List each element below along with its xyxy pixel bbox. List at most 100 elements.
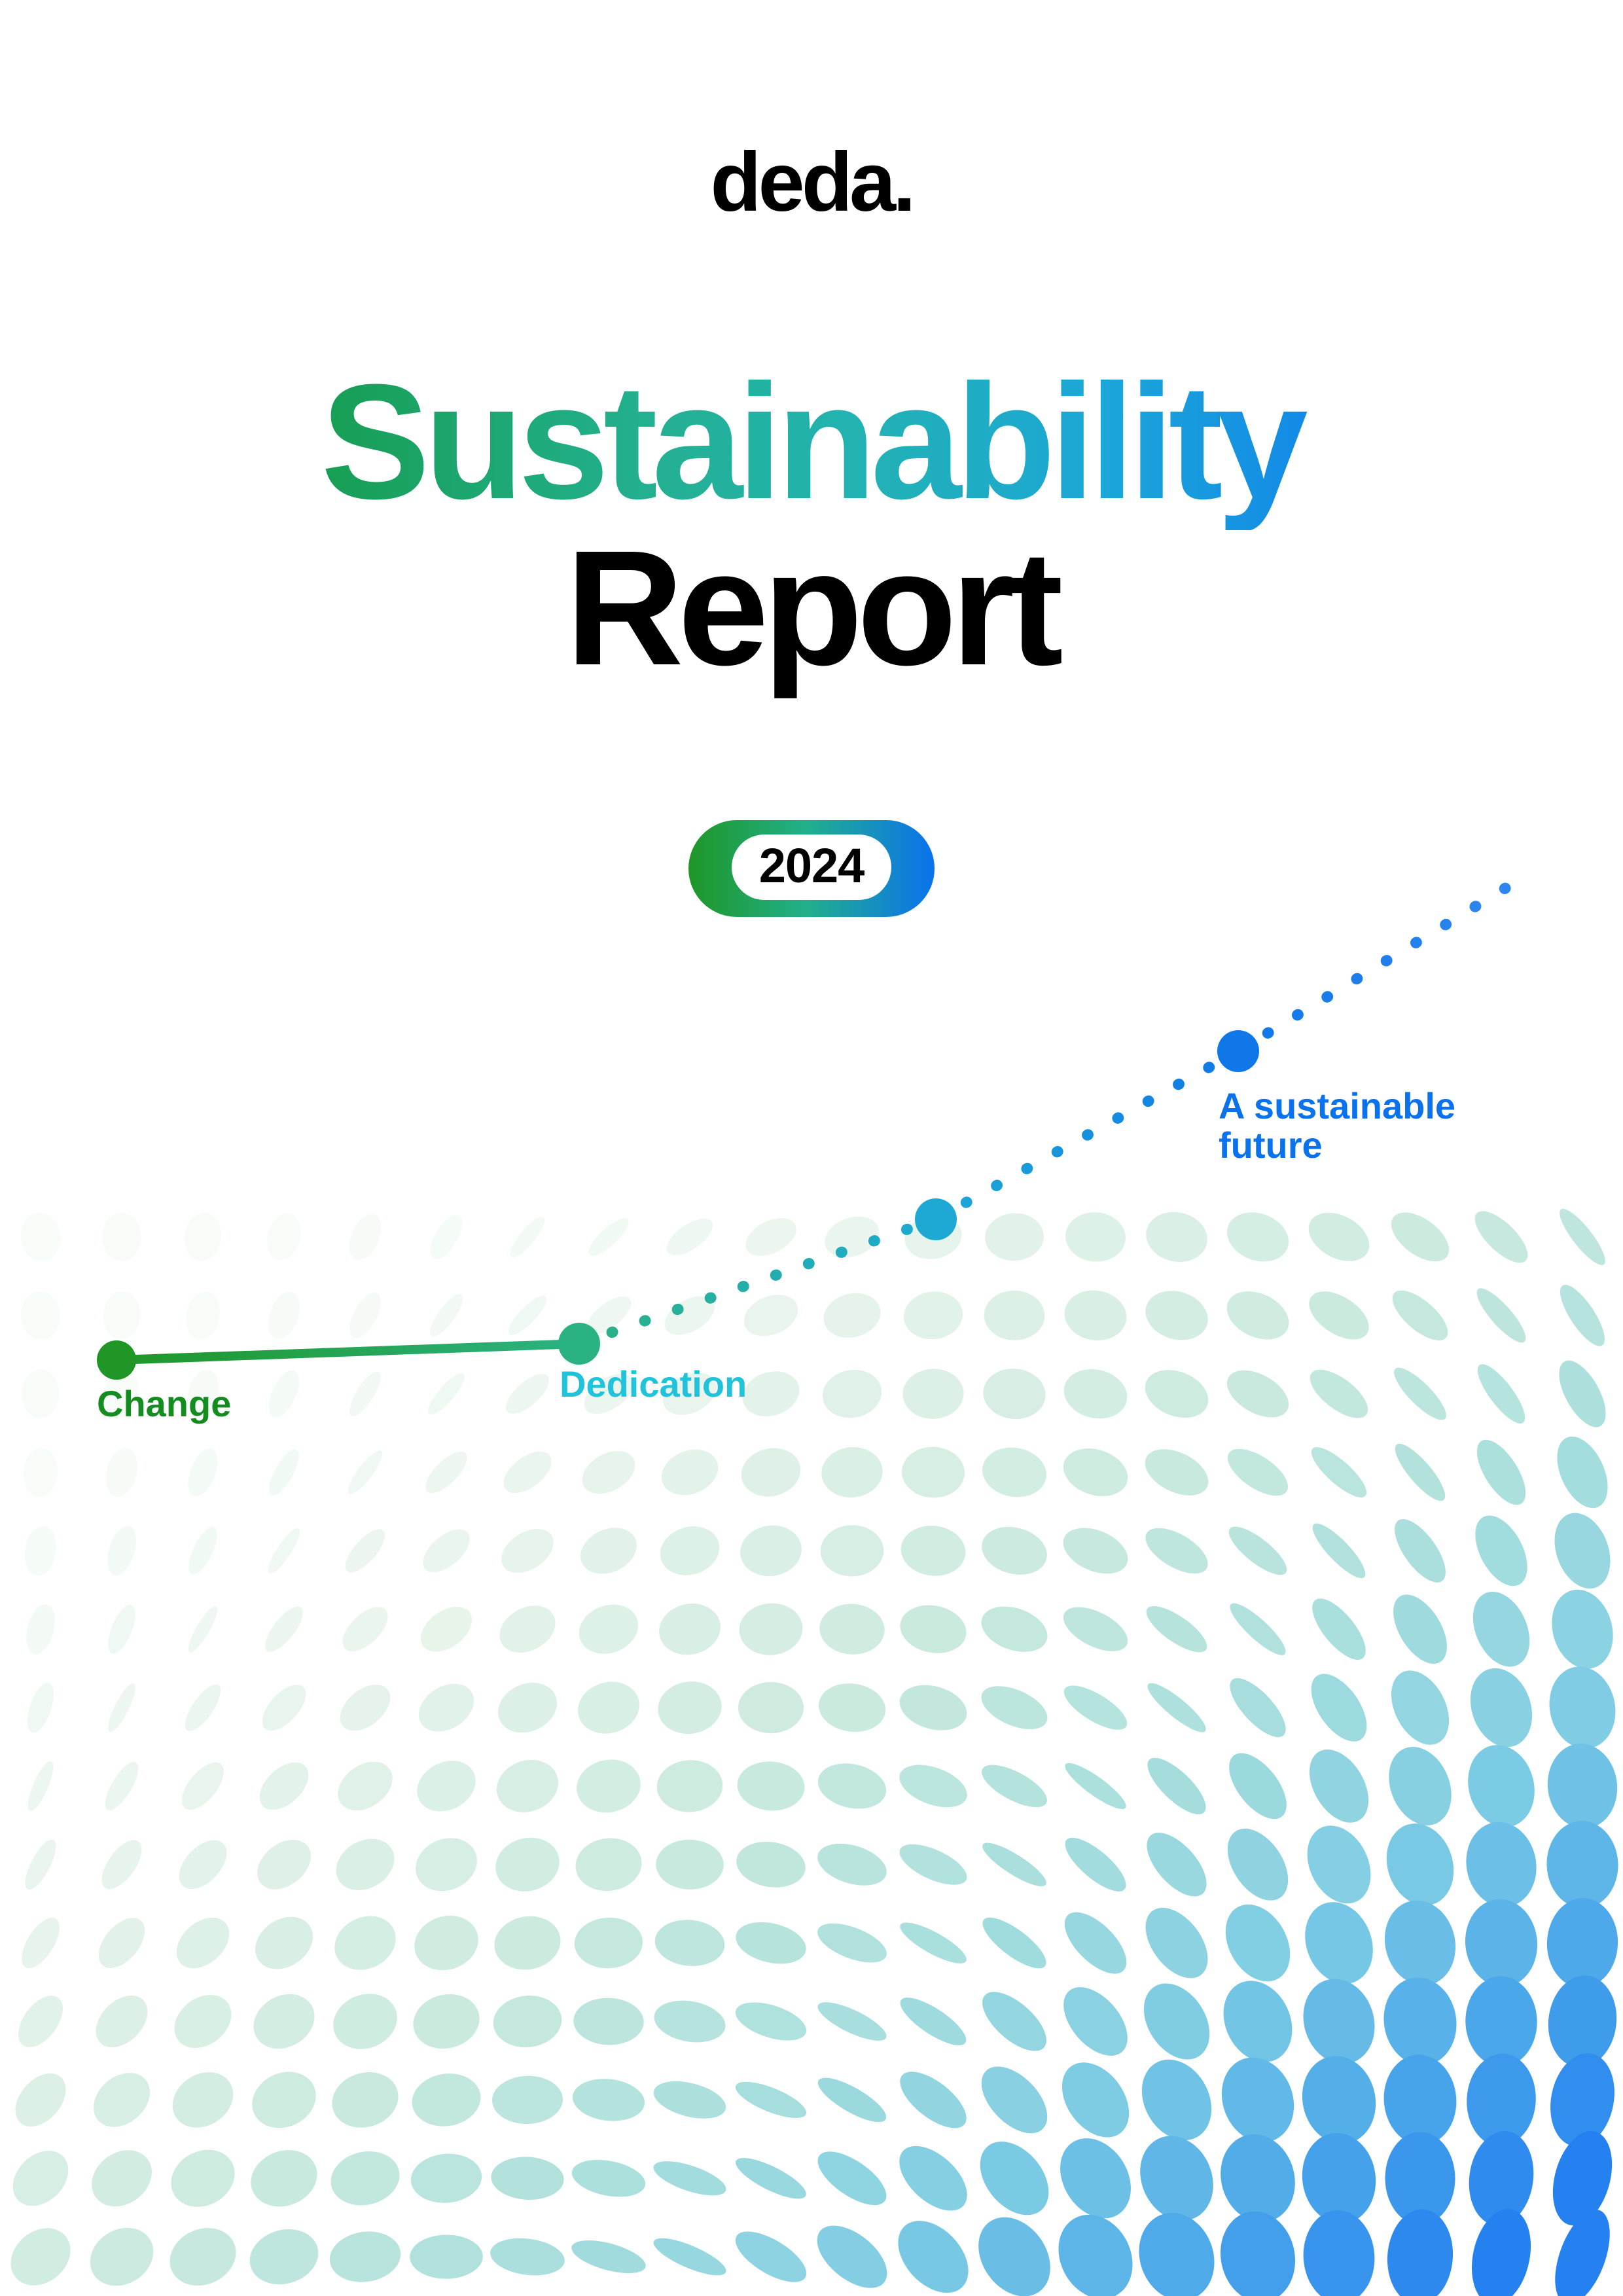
pattern-ellipse — [1386, 1823, 1454, 1906]
pattern-ellipse — [1303, 1979, 1375, 2064]
pattern-ellipse — [25, 1839, 56, 1890]
pattern-ellipse — [1554, 1513, 1611, 1589]
chart-point-2 — [558, 1323, 600, 1365]
pattern-ellipse — [330, 2151, 400, 2206]
pattern-ellipse — [1466, 1821, 1537, 1907]
pattern-ellipse — [900, 1922, 967, 1964]
pattern-ellipse — [1383, 1977, 1457, 2066]
pattern-ellipse — [982, 1526, 1047, 1575]
pattern-ellipse — [1223, 1981, 1293, 2062]
pattern-ellipse — [493, 1996, 562, 2047]
pattern-ellipse — [10, 2228, 71, 2286]
pattern-ellipse — [495, 1837, 560, 1892]
pattern-ellipse — [1065, 1763, 1126, 1810]
pattern-ellipse — [739, 1603, 803, 1655]
pattern-ellipse — [978, 2217, 1050, 2296]
pattern-ellipse — [654, 1920, 725, 1966]
pattern-ellipse — [737, 1761, 805, 1811]
pattern-ellipse — [257, 1839, 311, 1890]
pattern-ellipse — [1391, 1670, 1450, 1745]
pattern-ellipse — [27, 1761, 54, 1812]
pattern-ellipse — [656, 1839, 724, 1890]
pattern-ellipse — [332, 2072, 399, 2128]
pattern-ellipse — [1547, 1744, 1618, 1829]
brand-logo: deda. — [710, 135, 916, 229]
pattern-ellipse — [494, 1916, 561, 1970]
pattern-ellipse — [24, 1526, 57, 1576]
pattern-ellipse — [900, 1605, 967, 1653]
year-label: 2024 — [758, 838, 865, 893]
pattern-ellipse — [817, 1763, 887, 1809]
pattern-ellipse — [981, 2066, 1048, 2134]
pattern-ellipse — [1230, 1603, 1286, 1655]
pattern-ellipse — [418, 1683, 474, 1732]
pattern-ellipse — [172, 2072, 234, 2128]
pattern-ellipse — [340, 1684, 391, 1731]
pattern-ellipse — [735, 2231, 807, 2282]
pattern-ellipse — [268, 1528, 300, 1573]
pattern-ellipse — [96, 1995, 148, 2048]
pattern-ellipse — [982, 1917, 1046, 1969]
pattern-ellipse — [12, 2151, 69, 2206]
pattern-ellipse — [982, 1992, 1046, 2051]
pattern-ellipse — [414, 1915, 478, 1971]
chart-label-change: Change — [97, 1383, 232, 1424]
pattern-ellipse — [188, 1526, 217, 1575]
pattern-ellipse — [420, 1606, 473, 1652]
pattern-ellipse — [499, 1605, 556, 1653]
pattern-ellipse — [413, 1994, 480, 2049]
pattern-ellipse — [498, 1682, 557, 1733]
pattern-ellipse — [27, 1682, 54, 1733]
pattern-ellipse — [819, 1604, 885, 1655]
pattern-ellipse — [578, 1681, 639, 1734]
pattern-ellipse — [490, 2238, 565, 2276]
pattern-ellipse — [982, 1842, 1046, 1886]
pattern-ellipse — [654, 2000, 726, 2043]
pattern-ellipse — [1395, 1518, 1446, 1583]
pattern-ellipse — [1139, 2212, 1215, 2296]
pattern-ellipse — [1225, 1904, 1291, 1982]
pattern-ellipse — [659, 1604, 721, 1655]
pattern-ellipse — [736, 1922, 806, 1964]
pattern-ellipse — [1141, 2059, 1212, 2141]
title-report: Report — [565, 516, 1063, 699]
pattern-ellipse — [108, 1683, 135, 1732]
pattern-ellipse — [174, 1994, 232, 2049]
pattern-ellipse — [249, 2229, 319, 2285]
pattern-ellipse — [1302, 2132, 1376, 2224]
pattern-ellipse — [1221, 2057, 1294, 2143]
pattern-ellipse — [1303, 2210, 1375, 2296]
pattern-ellipse — [898, 2221, 969, 2293]
pattern-ellipse — [660, 1526, 720, 1575]
year-badge: 2024 — [688, 820, 935, 917]
pattern-ellipse — [417, 1761, 476, 1812]
pattern-ellipse — [179, 1840, 227, 1890]
pattern-ellipse — [342, 1607, 388, 1652]
pattern-ellipse — [1393, 1594, 1447, 1664]
pattern-ellipse — [1465, 1899, 1538, 1987]
pattern-ellipse — [1475, 1515, 1527, 1587]
pattern-ellipse — [1472, 1591, 1530, 1667]
pattern-ellipse — [1309, 1749, 1369, 1823]
pattern-ellipse — [1312, 1523, 1366, 1579]
pattern-ellipse — [1389, 1746, 1452, 1825]
pattern-ellipse — [579, 1604, 639, 1654]
pattern-ellipse — [1145, 1528, 1208, 1574]
pattern-ellipse — [334, 1916, 396, 1970]
pattern-ellipse — [818, 1683, 886, 1732]
pattern-ellipse — [1061, 2062, 1130, 2138]
pattern-ellipse — [90, 2227, 154, 2286]
pattern-ellipse — [333, 1994, 397, 2049]
pattern-ellipse — [817, 2002, 887, 2041]
pattern-ellipse — [1383, 2054, 1457, 2145]
pattern-ellipse — [253, 1994, 315, 2049]
pattern-ellipse — [1063, 1685, 1128, 1730]
pattern-ellipse — [817, 2225, 887, 2288]
pattern-ellipse — [740, 1525, 802, 1577]
chart-label-sustainable-future: A sustainable future — [1219, 1085, 1456, 1166]
pattern-ellipse — [1550, 2053, 1614, 2147]
pattern-ellipse — [820, 1525, 884, 1577]
pattern-ellipse — [329, 2231, 401, 2282]
pattern-ellipse — [1546, 1898, 1618, 1988]
